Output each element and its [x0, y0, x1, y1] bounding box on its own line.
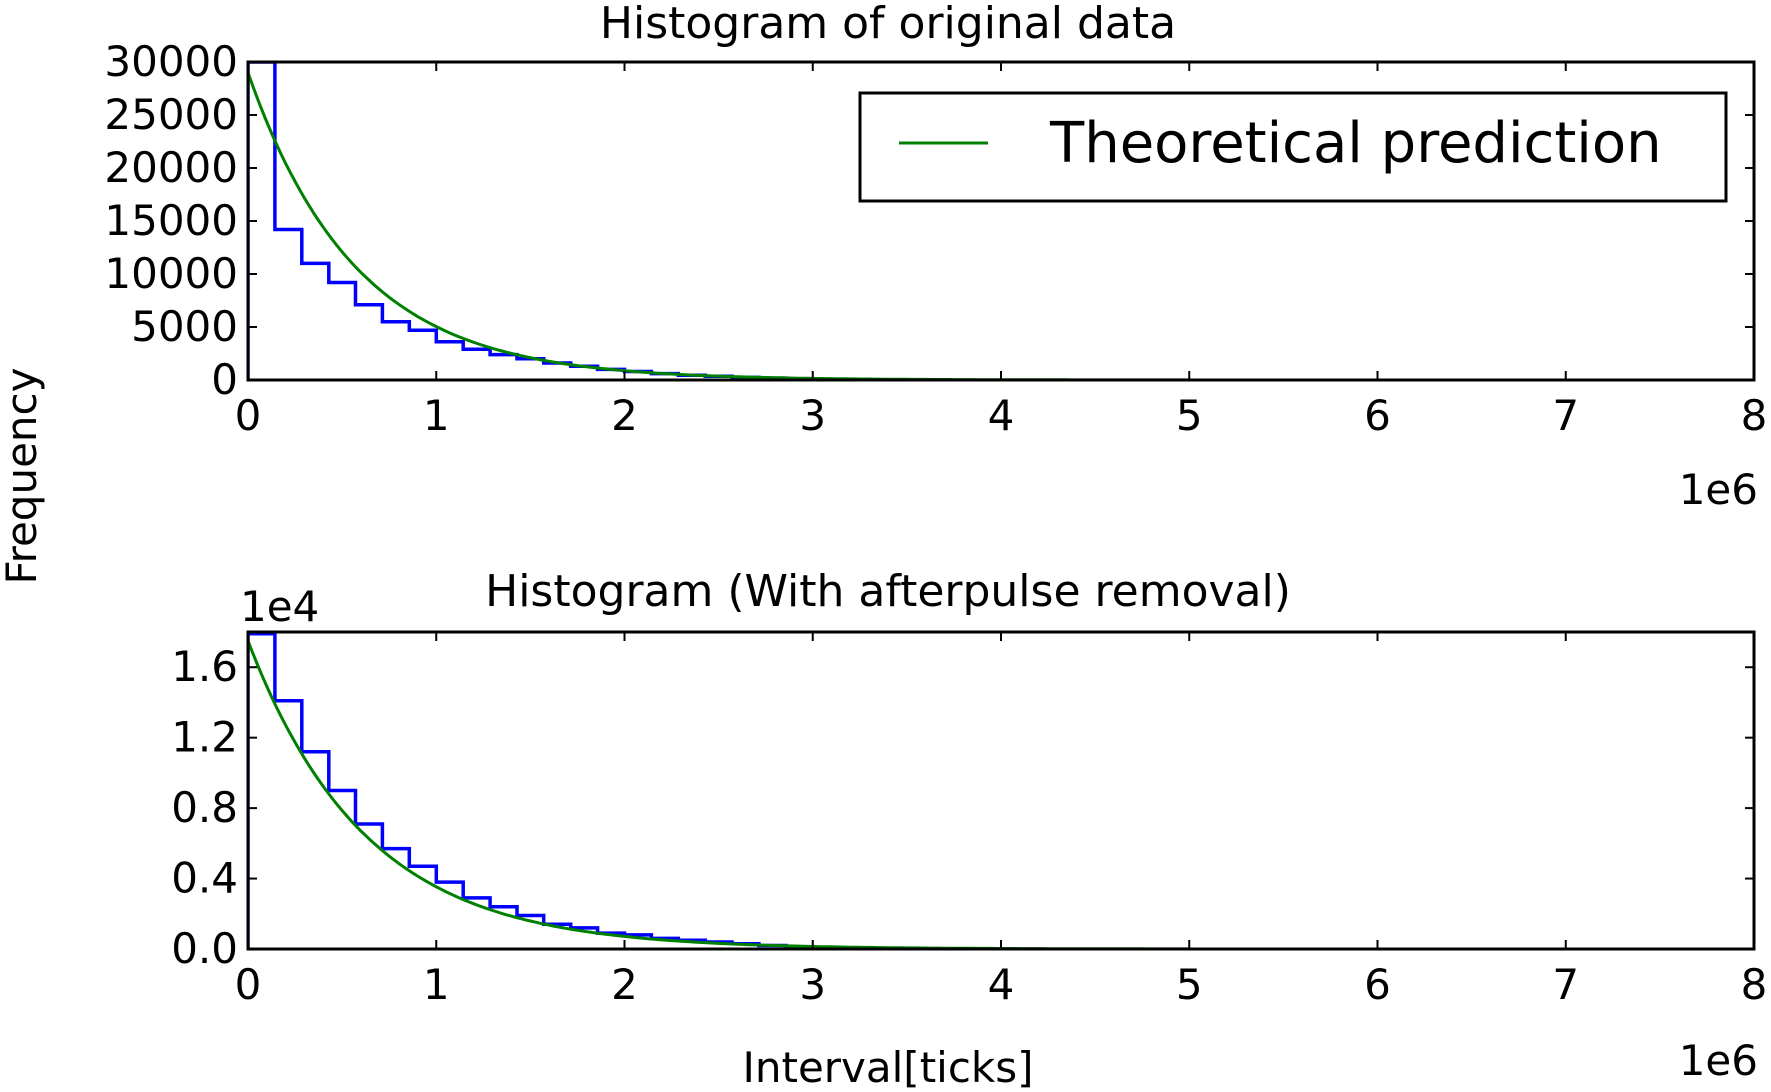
y-tick-label: 5000	[131, 302, 238, 351]
y-tick-label: 0	[211, 355, 238, 404]
chart-original-data: Histogram of original data 0 1 2 3 4 5 6 7 80500…	[104, 0, 1767, 514]
y-tick-label: 0.0	[171, 924, 238, 973]
x-tick-label: 3	[799, 960, 826, 1009]
x-tick-label: 4	[988, 391, 1015, 440]
y-tick-label: 10000	[104, 249, 238, 298]
y-tick-label: 0.8	[171, 783, 238, 832]
chart-title: Histogram (With afterpulse removal)	[485, 566, 1291, 617]
y-offset-label: 1e4	[240, 582, 319, 631]
chart-title: Histogram of original data	[600, 0, 1176, 49]
x-offset-label: 1e6	[1679, 465, 1758, 514]
legend: Theoretical prediction	[858, 91, 1728, 203]
x-offset-label: 1e6	[1679, 1036, 1758, 1085]
y-tick-label: 1.2	[171, 713, 238, 762]
legend-box	[858, 91, 1728, 203]
x-tick-label: 6	[1364, 960, 1391, 1009]
legend-label: Theoretical prediction	[1049, 111, 1662, 176]
x-tick-label: 7	[1552, 391, 1579, 440]
y-axis-label: Frequency	[0, 368, 46, 585]
y-tick-label: 25000	[104, 90, 238, 139]
histogram-steps	[248, 632, 815, 949]
x-tick-label: 0	[235, 391, 262, 440]
x-tick-label: 8	[1741, 391, 1768, 440]
histogram-steps	[248, 62, 815, 380]
x-tick-label: 1	[423, 391, 450, 440]
x-tick-label: 2	[611, 391, 638, 440]
y-tick-label: 30000	[104, 37, 238, 86]
x-tick-label: 0	[235, 960, 262, 1009]
x-tick-label: 2	[611, 960, 638, 1009]
y-tick-label: 15000	[104, 196, 238, 245]
x-axis-label: Interval[ticks]	[742, 1043, 1033, 1092]
y-tick-label: 1.6	[171, 642, 238, 691]
x-tick-label: 1	[423, 960, 450, 1009]
x-tick-label: 3	[799, 391, 826, 440]
x-tick-label: 5	[1176, 960, 1203, 1009]
x-tick-label: 7	[1552, 960, 1579, 1009]
plot-area: 0 1 2 3 4 5 6 7 8 0.0 0.4 0.8 1.2 1.6	[171, 630, 1768, 1009]
chart-afterpulse-removal: Histogram (With afterpulse removal) 0 1 2 3…	[171, 566, 1767, 1085]
x-tick-label: 8	[1741, 960, 1768, 1009]
x-tick-label: 4	[988, 960, 1015, 1009]
y-tick-label: 20000	[104, 143, 238, 192]
plot-frame	[246, 630, 1756, 951]
theoretical-prediction-line	[248, 640, 1190, 949]
series-group	[248, 632, 1190, 949]
x-tick-label: 5	[1176, 391, 1203, 440]
x-tick-label: 6	[1364, 391, 1391, 440]
plot-area: 0 1 2 3 4 5 6 7 8050001000015000200002500030000T…	[104, 37, 1767, 440]
y-tick-label: 0.4	[171, 854, 238, 903]
